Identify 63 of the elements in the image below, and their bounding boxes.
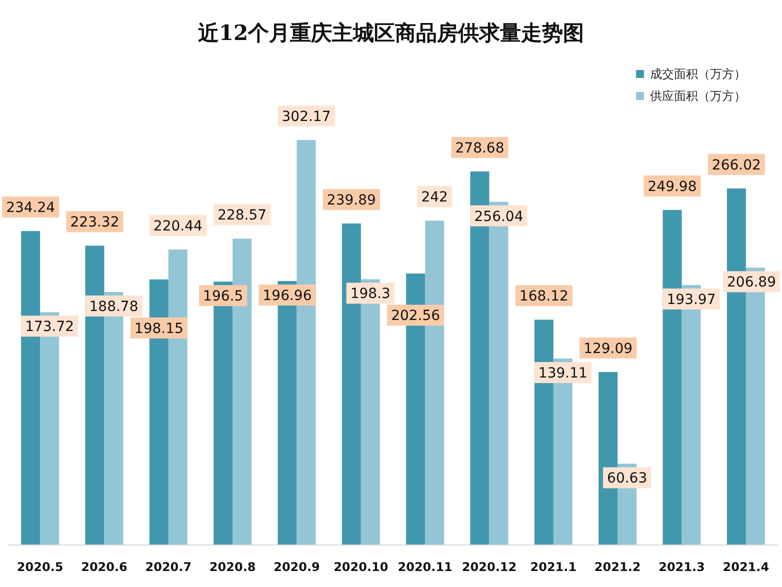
- label: 196.96: [258, 284, 316, 306]
- label: 228.57: [214, 204, 271, 226]
- label: 198.15: [130, 317, 188, 338]
- label: 173.72: [21, 316, 78, 337]
- x-tick-label: 2020.5: [16, 560, 64, 574]
- data-label: 302.17: [282, 109, 331, 125]
- label: 302.17: [278, 106, 335, 126]
- label: 196.5: [199, 285, 248, 306]
- data-label: 249.98: [648, 178, 697, 195]
- label: 266.02: [708, 154, 765, 175]
- label: 139.11: [534, 362, 592, 384]
- data-label: 196.5: [203, 288, 244, 305]
- x-tick-label: 2020.6: [81, 560, 128, 574]
- data-label: 198.15: [134, 320, 184, 337]
- legend-label: 成交面积（万方）: [650, 67, 746, 81]
- x-tick-label: 2020.11: [398, 560, 452, 574]
- data-label: 206.89: [727, 274, 776, 291]
- label: 60.63: [603, 467, 652, 488]
- label: 202.56: [387, 304, 444, 326]
- data-label: 173.72: [25, 319, 74, 336]
- data-label: 139.11: [538, 366, 588, 382]
- data-label: 168.12: [519, 288, 568, 305]
- data-label: 193.97: [666, 292, 716, 308]
- x-tick-label: 2021.2: [594, 560, 641, 574]
- data-label: 234.24: [6, 200, 56, 216]
- data-label: 220.44: [153, 218, 202, 235]
- data-label: 266.02: [712, 157, 761, 174]
- x-tick-label: 2021.1: [530, 560, 577, 574]
- data-label: 60.63: [607, 470, 648, 487]
- data-label: 239.89: [326, 192, 376, 208]
- label: 242: [417, 186, 452, 208]
- label: 223.32: [66, 211, 124, 232]
- x-tick-label: 2020.12: [462, 560, 517, 574]
- label: 129.09: [580, 337, 637, 358]
- x-tick-label: 2020.8: [209, 560, 256, 574]
- data-label: 188.78: [89, 298, 138, 315]
- data-label: 256.04: [474, 208, 524, 225]
- legend-label: 供应面积（万方）: [650, 89, 746, 103]
- label: 256.04: [470, 205, 528, 226]
- label: 193.97: [662, 288, 720, 310]
- data-label: 278.68: [455, 140, 504, 156]
- data-label: 223.32: [70, 214, 120, 231]
- data-label: 129.09: [584, 340, 633, 357]
- data-label: 198.3: [350, 286, 390, 302]
- data-label: 228.57: [218, 208, 267, 224]
- label: 278.68: [451, 136, 508, 158]
- chart-title: 近12个月重庆主城区商品房供求量走势图: [196, 20, 584, 45]
- label: 234.24: [2, 196, 60, 218]
- data-label: 202.56: [391, 308, 440, 324]
- x-tick-label: 2020.9: [274, 560, 320, 574]
- x-tick-label: 2020.7: [145, 560, 192, 574]
- x-tick-label: 2021.4: [722, 560, 770, 574]
- x-tick-label: 2021.3: [658, 560, 705, 574]
- label: 206.89: [723, 271, 780, 292]
- label: 239.89: [322, 188, 380, 210]
- label: 249.98: [644, 175, 701, 196]
- x-tick-label: 2020.10: [334, 560, 388, 574]
- data-label: 196.96: [262, 288, 312, 304]
- label: 188.78: [85, 295, 142, 316]
- label: 198.3: [346, 282, 394, 304]
- label: 220.44: [149, 215, 206, 236]
- data-label: 242: [421, 190, 448, 206]
- label: 168.12: [515, 285, 572, 306]
